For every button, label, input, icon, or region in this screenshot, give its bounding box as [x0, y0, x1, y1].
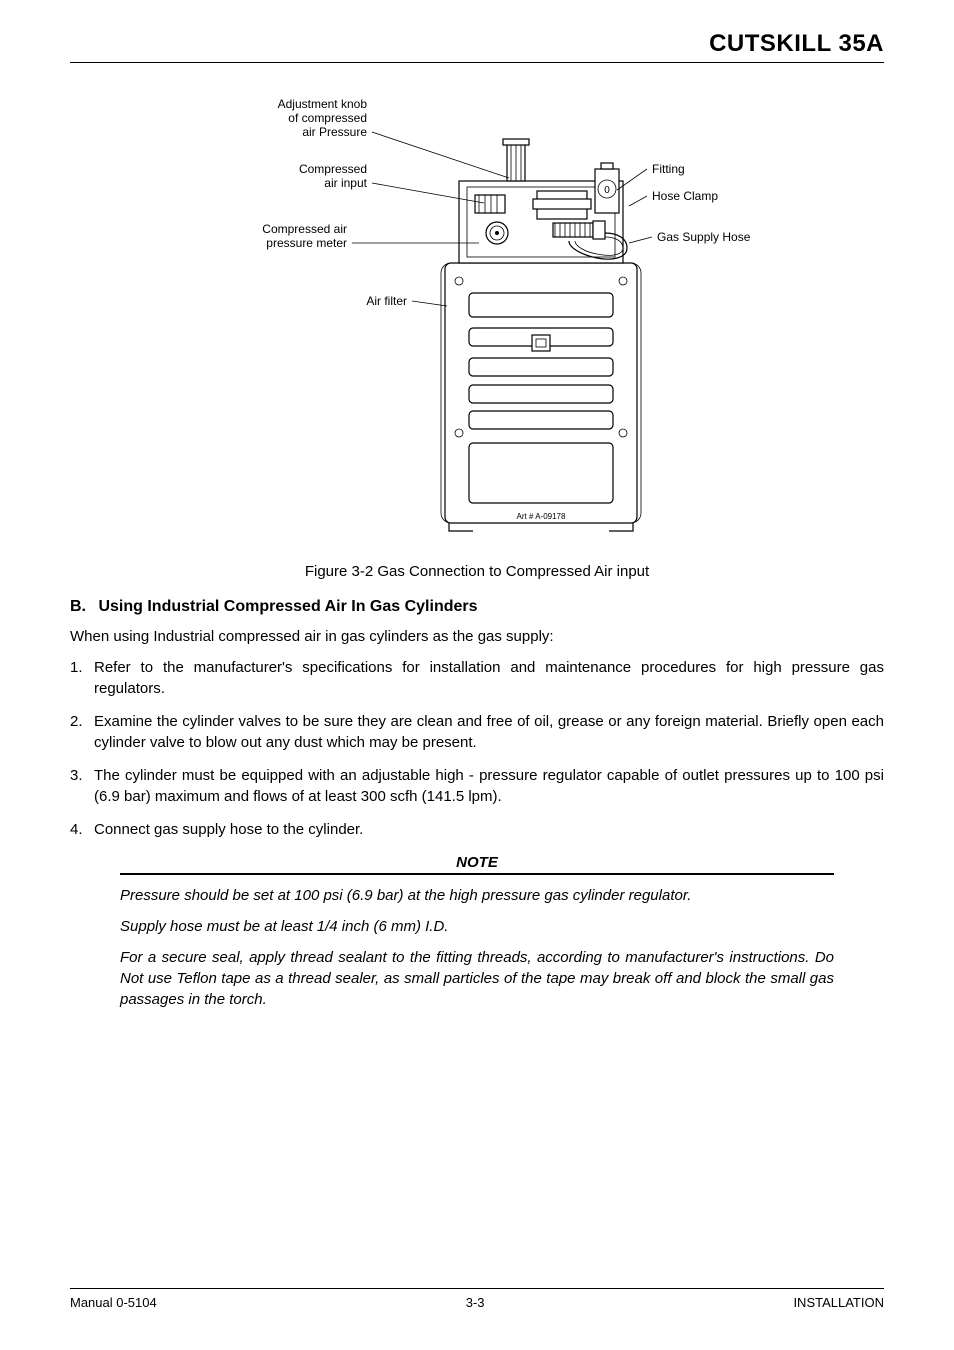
svg-text:Gas Supply Hose: Gas Supply Hose [657, 230, 751, 244]
svg-text:Compressed air: Compressed air [262, 222, 347, 236]
list-item: 2.Examine the cylinder valves to be sure… [70, 711, 884, 753]
note-title: NOTE [120, 852, 834, 873]
note-paragraph: Supply hose must be at least 1/4 inch (6… [120, 916, 834, 937]
section-intro: When using Industrial compressed air in … [70, 626, 884, 647]
note-paragraph: For a secure seal, apply thread sealant … [120, 947, 834, 1010]
svg-text:pressure meter: pressure meter [266, 236, 347, 250]
list-body: Examine the cylinder valves to be sure t… [94, 711, 884, 753]
section-letter: B. [70, 598, 94, 616]
svg-text:air input: air input [324, 176, 367, 190]
note-block: NOTE Pressure should be set at 100 psi (… [120, 852, 834, 1010]
list-item: 4.Connect gas supply hose to the cylinde… [70, 819, 884, 840]
list-body: The cylinder must be equipped with an ad… [94, 765, 884, 807]
section-title: Using Industrial Compressed Air In Gas C… [98, 598, 477, 615]
note-paragraph: Pressure should be set at 100 psi (6.9 b… [120, 885, 834, 906]
svg-text:Air filter: Air filter [366, 294, 407, 308]
header-rule [70, 62, 884, 63]
svg-text:air Pressure: air Pressure [302, 125, 367, 139]
section-heading: B. Using Industrial Compressed Air In Ga… [70, 598, 884, 616]
list-marker: 2. [70, 711, 94, 753]
svg-text:0: 0 [604, 185, 610, 196]
list-item: 3.The cylinder must be equipped with an … [70, 765, 884, 807]
list-body: Refer to the manufacturer's specificatio… [94, 657, 884, 699]
equipment-diagram: 0 Art # A-09178 Adjustment knobof compress… [197, 83, 757, 543]
header-title: CUTSKILL 35A [70, 30, 884, 58]
svg-text:Adjustment knob: Adjustment knob [278, 97, 368, 111]
svg-text:Fitting: Fitting [652, 162, 685, 176]
footer-center: 3-3 [466, 1295, 485, 1310]
footer-left: Manual 0-5104 [70, 1295, 157, 1310]
list-marker: 3. [70, 765, 94, 807]
svg-text:Compressed: Compressed [299, 162, 367, 176]
list-marker: 1. [70, 657, 94, 699]
list-marker: 4. [70, 819, 94, 840]
svg-text:Art # A-09178: Art # A-09178 [517, 512, 566, 521]
footer-right: INSTALLATION [793, 1295, 884, 1310]
svg-text:of compressed: of compressed [288, 111, 367, 125]
figure-caption: Figure 3-2 Gas Connection to Compressed … [70, 563, 884, 580]
numbered-list: 1.Refer to the manufacturer's specificat… [70, 657, 884, 840]
page-footer: Manual 0-5104 3-3 INSTALLATION [70, 1288, 884, 1310]
diagram-container: 0 Art # A-09178 Adjustment knobof compress… [70, 83, 884, 548]
svg-text:Hose Clamp: Hose Clamp [652, 189, 718, 203]
note-rule [120, 873, 834, 875]
list-body: Connect gas supply hose to the cylinder. [94, 819, 884, 840]
footer-rule [70, 1288, 884, 1289]
list-item: 1.Refer to the manufacturer's specificat… [70, 657, 884, 699]
